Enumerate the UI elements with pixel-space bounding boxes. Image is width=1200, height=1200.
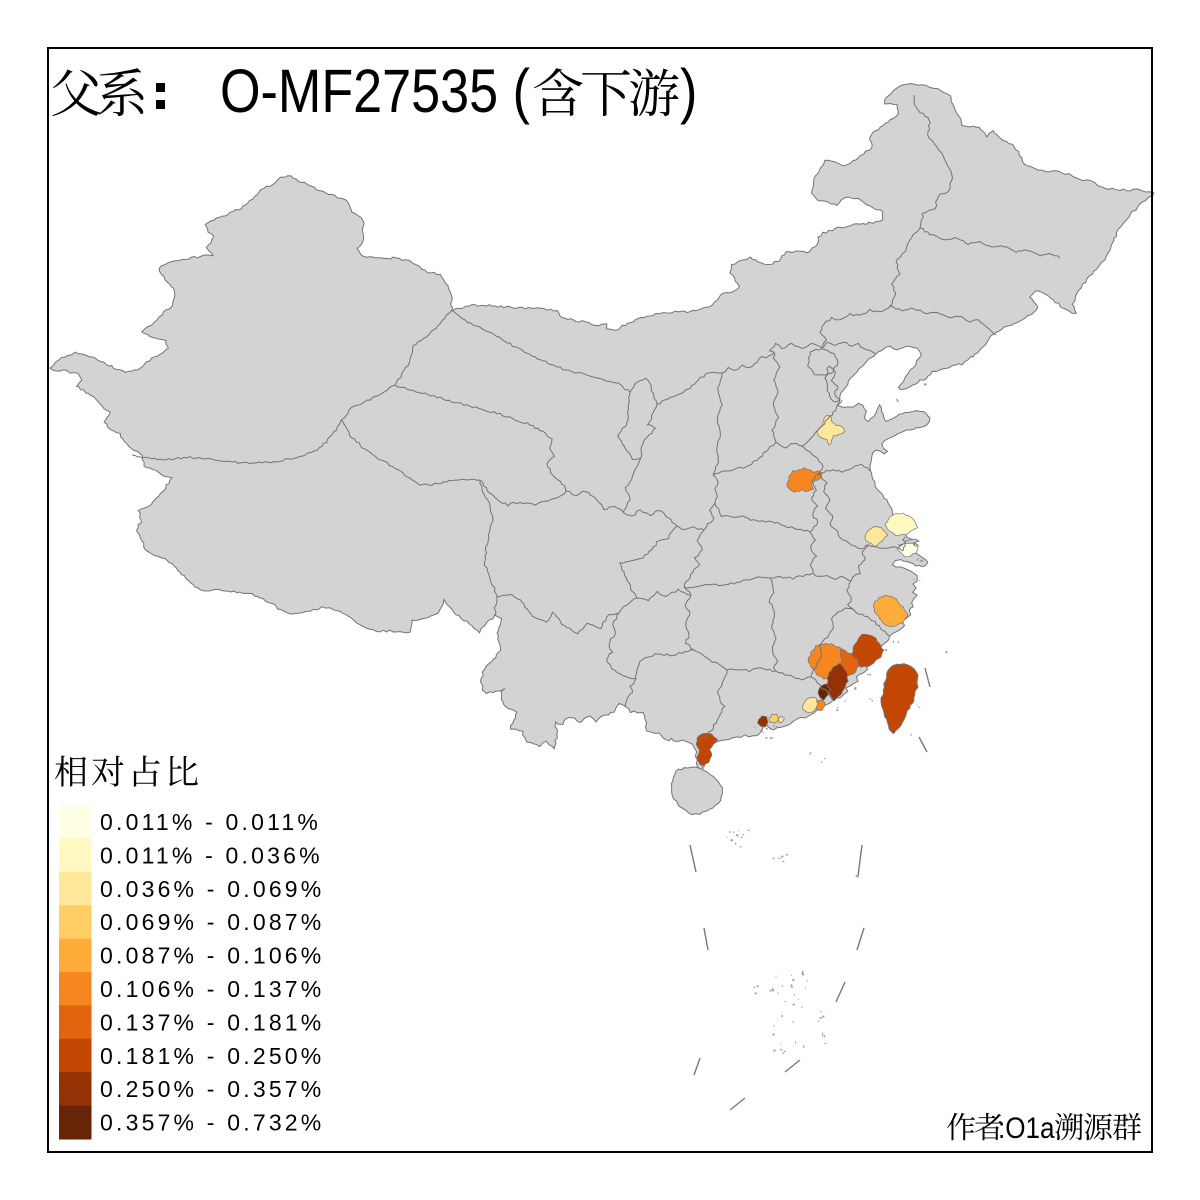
svg-text:O-MF27535 (: O-MF27535 (	[220, 58, 530, 126]
svg-text:0.069% - 0.087%: 0.069% - 0.087%	[100, 909, 324, 935]
svg-text:0.106% - 0.137%: 0.106% - 0.137%	[100, 976, 324, 1002]
svg-text::O1a: :O1a	[998, 1111, 1055, 1144]
svg-text:): )	[680, 58, 697, 126]
svg-text:0.357% - 0.732%: 0.357% - 0.732%	[100, 1110, 324, 1136]
svg-text:0.011% - 0.036%: 0.011% - 0.036%	[100, 842, 323, 868]
svg-text:0.036% - 0.069%: 0.036% - 0.069%	[100, 876, 324, 902]
svg-text:0.137% - 0.181%: 0.137% - 0.181%	[100, 1009, 324, 1035]
svg-text:0.087% - 0.106%: 0.087% - 0.106%	[100, 943, 324, 969]
svg-text:0.181% - 0.250%: 0.181% - 0.250%	[100, 1043, 324, 1069]
svg-text:0.250% - 0.357%: 0.250% - 0.357%	[100, 1076, 324, 1102]
svg-text:0.011% - 0.011%: 0.011% - 0.011%	[100, 809, 321, 835]
